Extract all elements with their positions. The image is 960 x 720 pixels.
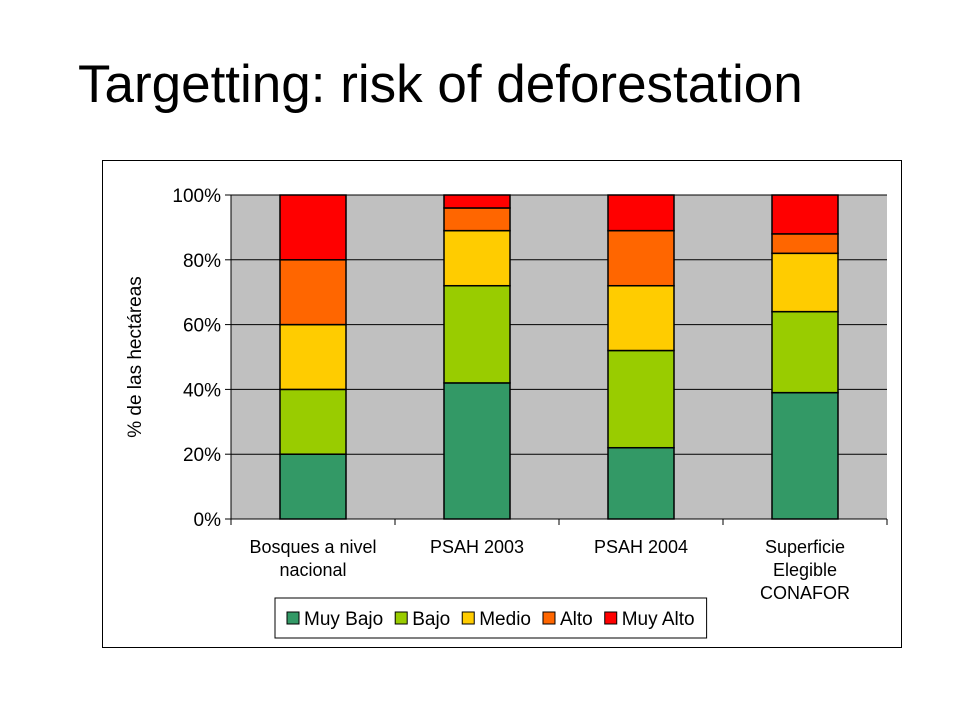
y-tick-label-80: 80% xyxy=(183,251,221,272)
legend-swatch-alto xyxy=(542,611,556,625)
bar-1-bajo xyxy=(279,388,347,455)
stacked-bar-chart: 0% 20% 40% 60% 80% 100% Bosques a nivel nacion… xyxy=(125,186,888,639)
bar-4-muy-alto xyxy=(771,194,839,235)
legend: Muy Bajo Bajo Medio Alto Muy Alto xyxy=(274,597,708,639)
bar-2-muy-alto xyxy=(443,194,511,209)
y-axis-label: % de las hectáreas xyxy=(125,276,146,438)
y-tick-label-40: 40% xyxy=(183,380,221,401)
x-category-label-4-line-2: Elegible xyxy=(773,560,837,580)
legend-label-bajo: Bajo xyxy=(412,609,450,630)
bar-4-medio xyxy=(771,252,839,313)
y-tick-label-20: 20% xyxy=(183,445,221,466)
bar-3-medio xyxy=(607,284,675,352)
legend-swatch-muy-bajo xyxy=(286,611,300,625)
bar-2-alto xyxy=(443,207,511,232)
bar-4-alto xyxy=(771,233,839,255)
bar-1-muy-bajo xyxy=(279,453,347,520)
y-tick-labels: 0% 20% 40% 60% 80% 100% xyxy=(172,186,221,531)
x-category-label-1-line-2: nacional xyxy=(279,560,346,580)
bar-2-medio xyxy=(443,229,511,287)
legend-label-alto: Alto xyxy=(560,609,593,630)
y-tick-label-60: 60% xyxy=(183,316,221,337)
x-category-label-4-line-3: CONAFOR xyxy=(760,583,850,603)
chart-frame: 0% 20% 40% 60% 80% 100% Bosques a nivel nacion… xyxy=(102,160,902,648)
x-category-label-1-line-1: Bosques a nivel xyxy=(249,537,376,557)
legend-swatch-bajo xyxy=(394,611,408,625)
bar-1-alto xyxy=(279,259,347,326)
y-tick-label-100: 100% xyxy=(172,186,221,207)
bar-1-muy-alto xyxy=(279,194,347,261)
bar-4-muy-bajo xyxy=(771,391,839,520)
x-category-label-2-line-1: PSAH 2003 xyxy=(430,537,524,557)
slide-title: Targetting: risk of deforestation xyxy=(78,55,803,114)
x-category-label-3-line-1: PSAH 2004 xyxy=(594,537,688,557)
bar-2-muy-bajo xyxy=(443,382,511,520)
x-category-label-4-line-1: Superficie xyxy=(765,537,845,557)
bar-3-muy-alto xyxy=(607,194,675,232)
axes xyxy=(225,194,888,525)
x-category-labels: Bosques a nivel nacional PSAH 2003 PSAH 200… xyxy=(249,537,850,603)
bar-3-alto xyxy=(607,229,675,287)
bar-3-muy-bajo xyxy=(607,446,675,520)
bars xyxy=(279,194,839,520)
bar-3-bajo xyxy=(607,349,675,449)
legend-swatch-medio xyxy=(461,611,475,625)
y-tick-label-0: 0% xyxy=(194,510,222,531)
bar-4-bajo xyxy=(771,310,839,394)
legend-label-muy-bajo: Muy Bajo xyxy=(304,609,383,630)
bar-2-bajo xyxy=(443,284,511,384)
legend-box xyxy=(274,597,708,639)
legend-label-medio: Medio xyxy=(479,609,531,630)
legend-swatch-muy-alto xyxy=(604,611,618,625)
legend-label-muy-alto: Muy Alto xyxy=(622,609,695,630)
bar-1-medio xyxy=(279,323,347,391)
